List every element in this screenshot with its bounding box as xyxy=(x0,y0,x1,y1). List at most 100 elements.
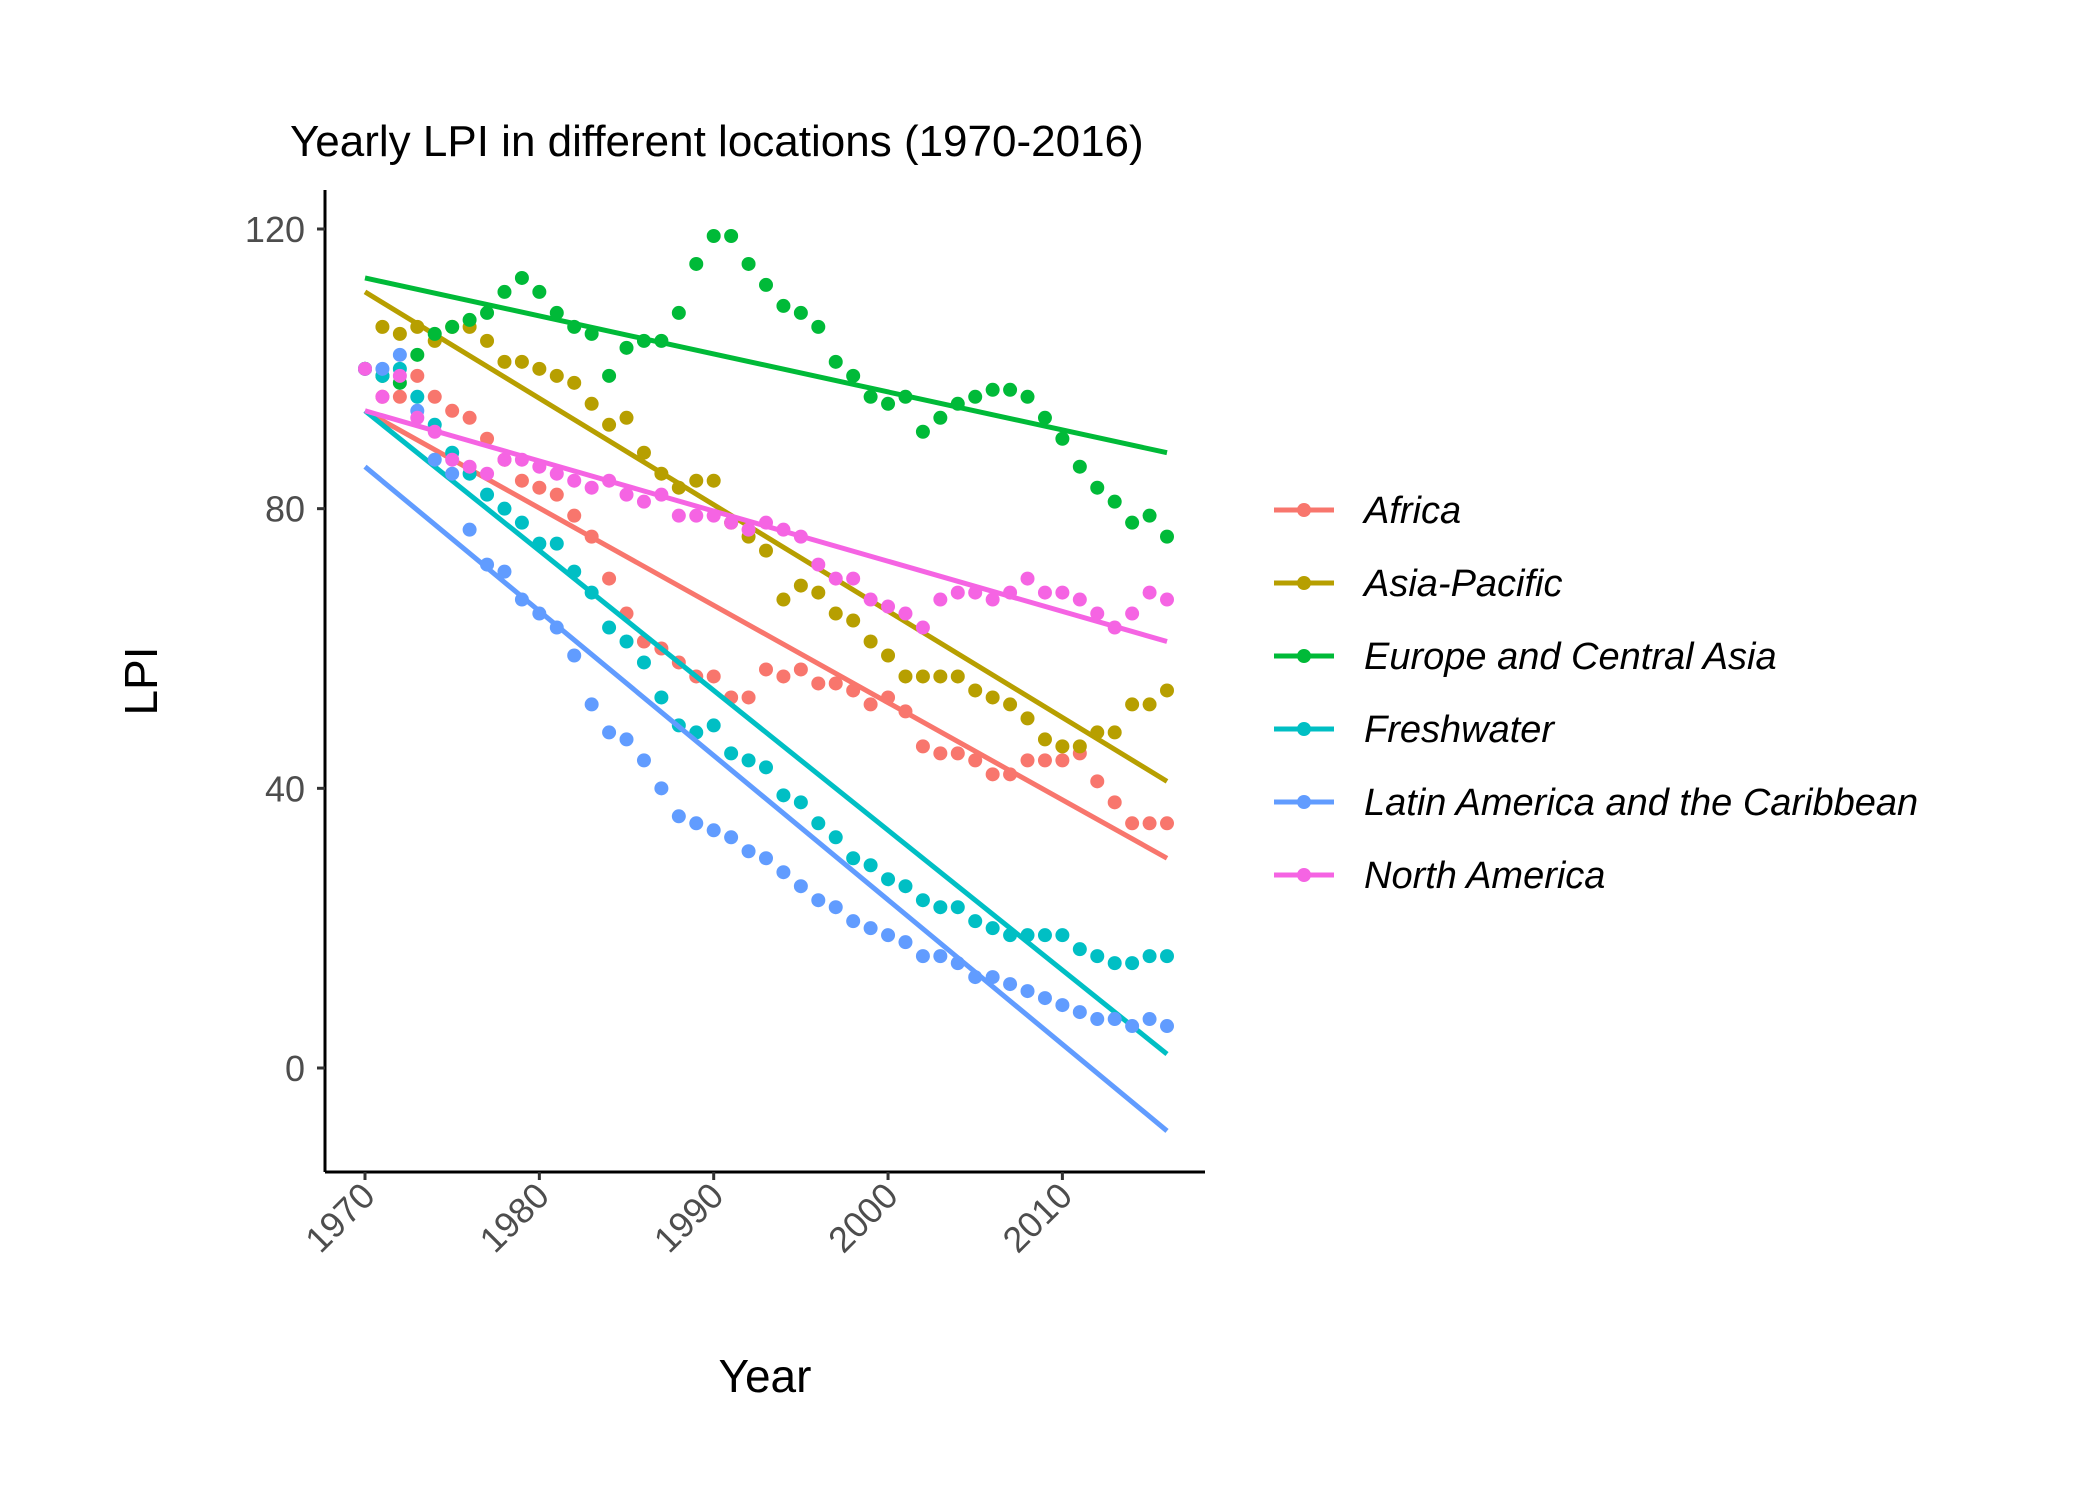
point-north-america xyxy=(811,557,826,572)
point-north-america xyxy=(1107,620,1122,635)
point-asia-pacific xyxy=(776,592,791,607)
point-north-america xyxy=(881,599,896,614)
point-latin-america-and-the-caribbean xyxy=(584,697,599,712)
point-europe-and-central-asia xyxy=(968,389,983,404)
point-freshwater xyxy=(793,795,808,810)
x-tick-label: 1980 xyxy=(471,1175,557,1261)
legend-key-point xyxy=(1297,649,1311,663)
x-tick-label: 1990 xyxy=(646,1175,732,1261)
point-asia-pacific xyxy=(759,543,773,558)
point-asia-pacific xyxy=(514,354,529,369)
point-latin-america-and-the-caribbean xyxy=(1125,1019,1140,1034)
point-freshwater xyxy=(1020,928,1035,943)
point-north-america xyxy=(1090,606,1105,621)
point-freshwater xyxy=(1107,956,1122,971)
chart-title: Yearly LPI in different locations (1970-… xyxy=(290,117,1144,166)
point-freshwater xyxy=(549,536,564,551)
point-freshwater xyxy=(811,816,826,831)
point-latin-america-and-the-caribbean xyxy=(776,865,791,880)
point-europe-and-central-asia xyxy=(881,396,896,411)
point-africa xyxy=(776,669,791,684)
point-latin-america-and-the-caribbean xyxy=(811,893,826,908)
point-north-america xyxy=(689,508,704,523)
point-north-america xyxy=(358,361,372,376)
point-europe-and-central-asia xyxy=(1020,389,1035,404)
point-asia-pacific xyxy=(567,375,582,390)
point-latin-america-and-the-caribbean xyxy=(497,564,512,579)
legend-item-africa: Africa xyxy=(1274,490,1461,532)
point-north-america xyxy=(514,452,529,467)
point-asia-pacific xyxy=(793,578,808,593)
y-tick-label: 0 xyxy=(285,1048,305,1089)
point-freshwater xyxy=(881,872,896,887)
point-freshwater xyxy=(1142,949,1157,964)
point-europe-and-central-asia xyxy=(933,410,948,425)
point-north-america xyxy=(480,466,495,481)
point-africa xyxy=(968,753,983,768)
point-freshwater xyxy=(1055,928,1070,943)
point-africa xyxy=(863,697,878,712)
point-europe-and-central-asia xyxy=(1107,494,1122,509)
legend-item-europe-and-central-asia: Europe and Central Asia xyxy=(1274,636,1777,678)
point-freshwater xyxy=(915,893,930,908)
point-freshwater xyxy=(619,634,634,649)
point-latin-america-and-the-caribbean xyxy=(793,879,808,894)
point-latin-america-and-the-caribbean xyxy=(1055,998,1070,1013)
point-freshwater xyxy=(514,515,529,530)
point-freshwater xyxy=(846,851,861,866)
point-asia-pacific xyxy=(392,326,407,341)
point-freshwater xyxy=(1090,949,1105,964)
point-europe-and-central-asia xyxy=(584,326,599,341)
legend-label: Europe and Central Asia xyxy=(1364,636,1777,678)
point-north-america xyxy=(950,585,965,600)
point-north-america xyxy=(602,473,617,488)
point-freshwater xyxy=(1037,928,1052,943)
plot-panel xyxy=(358,228,1174,1133)
point-africa xyxy=(602,571,617,586)
point-north-america xyxy=(671,508,686,523)
point-asia-pacific xyxy=(532,361,547,376)
point-latin-america-and-the-caribbean xyxy=(1072,1005,1087,1020)
point-freshwater xyxy=(532,536,547,551)
point-asia-pacific xyxy=(584,396,599,411)
point-europe-and-central-asia xyxy=(828,354,843,369)
point-freshwater xyxy=(933,900,948,915)
point-latin-america-and-the-caribbean xyxy=(427,452,442,467)
point-latin-america-and-the-caribbean xyxy=(1020,984,1035,999)
point-europe-and-central-asia xyxy=(654,333,669,348)
point-north-america xyxy=(1020,571,1035,586)
point-latin-america-and-the-caribbean xyxy=(1090,1012,1105,1027)
point-asia-pacific xyxy=(1142,697,1157,712)
point-latin-america-and-the-caribbean xyxy=(549,620,564,635)
point-latin-america-and-the-caribbean xyxy=(1037,991,1052,1006)
point-europe-and-central-asia xyxy=(1125,515,1140,530)
point-freshwater xyxy=(898,879,913,894)
point-asia-pacific xyxy=(811,585,826,600)
point-asia-pacific xyxy=(1020,711,1035,726)
point-north-america xyxy=(828,571,843,586)
point-latin-america-and-the-caribbean xyxy=(636,753,651,768)
series-africa xyxy=(358,361,1174,861)
point-asia-pacific xyxy=(846,613,861,628)
point-asia-pacific xyxy=(602,417,617,432)
point-north-america xyxy=(584,480,599,495)
series-north-america xyxy=(358,361,1174,644)
point-europe-and-central-asia xyxy=(532,284,547,299)
trend-line-latin-america-and-the-caribbean xyxy=(363,464,1169,1133)
point-latin-america-and-the-caribbean xyxy=(724,830,739,845)
point-asia-pacific xyxy=(689,473,704,488)
point-north-america xyxy=(759,515,773,530)
point-north-america xyxy=(1037,585,1052,600)
point-asia-pacific xyxy=(968,683,983,698)
point-latin-america-and-the-caribbean xyxy=(863,921,878,936)
point-africa xyxy=(427,389,442,404)
point-latin-america-and-the-caribbean xyxy=(933,949,948,964)
legend-item-asia-pacific: Asia-Pacific xyxy=(1274,563,1563,605)
point-asia-pacific xyxy=(706,473,721,488)
point-north-america xyxy=(392,368,407,383)
legend-key-point xyxy=(1297,722,1311,736)
point-asia-pacific xyxy=(497,354,512,369)
point-europe-and-central-asia xyxy=(1003,382,1018,397)
point-latin-america-and-the-caribbean xyxy=(392,347,407,362)
point-europe-and-central-asia xyxy=(514,270,529,285)
